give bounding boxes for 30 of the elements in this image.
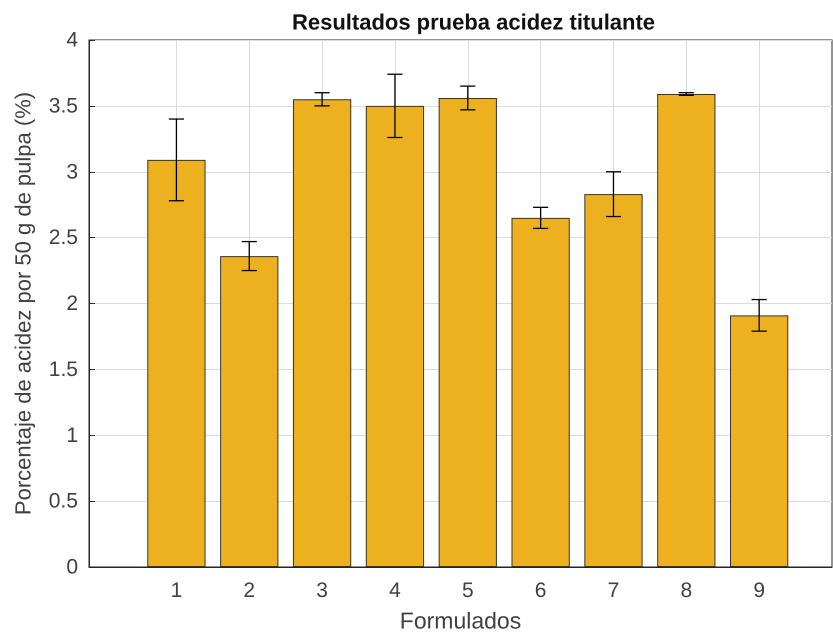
y-tick-label: 2 — [66, 292, 78, 315]
bar — [730, 315, 788, 567]
x-tick-label: 7 — [608, 579, 620, 602]
x-axis-title: Formulados — [400, 608, 522, 634]
y-axis-title: Porcentaje de acidez por 50 g de pulpa (%) — [10, 92, 36, 516]
y-tick-label: 3.5 — [48, 94, 78, 118]
x-tick-label: 6 — [534, 579, 546, 602]
bar — [438, 98, 497, 567]
bar — [220, 256, 278, 567]
bar — [584, 194, 643, 567]
bar — [366, 106, 424, 567]
x-tick-label: 9 — [753, 579, 765, 602]
y-tick-label: 0.5 — [48, 490, 78, 513]
y-tick-label: 1 — [66, 424, 78, 447]
x-tick-label: 1 — [170, 579, 182, 602]
y-tick-label: 0 — [66, 556, 78, 578]
y-tick-label: 1.5 — [48, 358, 78, 381]
y-tick-label: 4 — [66, 28, 78, 52]
chart-title: Resultados prueba acidez titulante — [292, 10, 656, 34]
x-tick-label: 2 — [243, 579, 256, 602]
bar — [147, 160, 206, 567]
y-tick-label: 3 — [66, 160, 78, 184]
y-tick-label: 2.5 — [48, 226, 78, 250]
bar — [657, 94, 716, 567]
x-tick-label: 8 — [680, 579, 692, 602]
x-tick-label: 4 — [389, 579, 402, 602]
bar — [292, 99, 352, 567]
x-tick-label: 5 — [462, 579, 474, 602]
x-tick-label: 3 — [316, 579, 328, 602]
bar — [511, 218, 570, 567]
